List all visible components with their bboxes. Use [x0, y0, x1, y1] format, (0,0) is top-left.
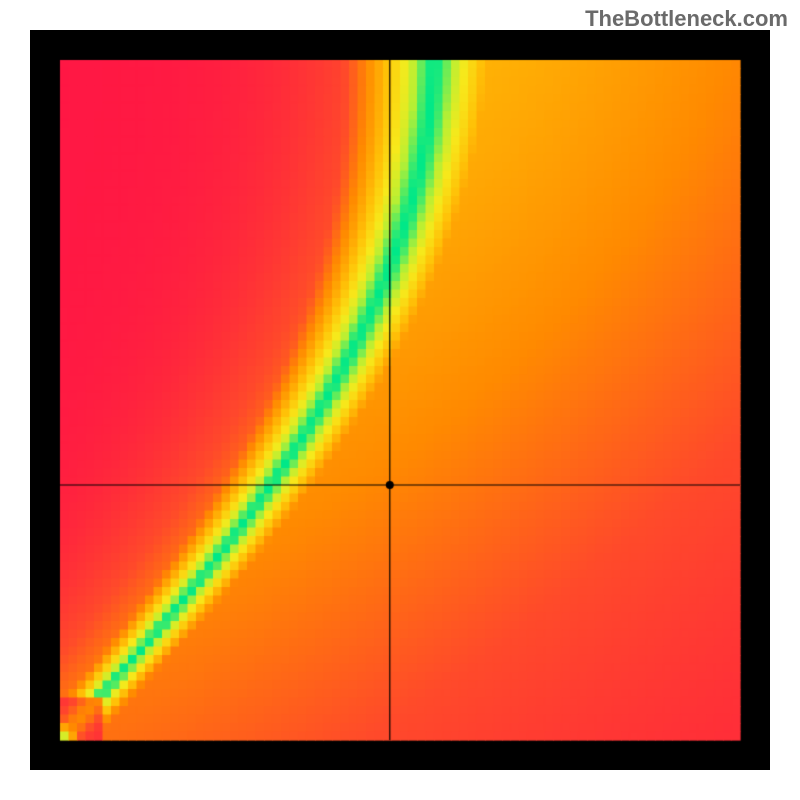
chart-container: TheBottleneck.com	[0, 0, 800, 800]
chart-frame	[30, 30, 770, 770]
attribution-text: TheBottleneck.com	[585, 6, 788, 32]
heatmap-canvas	[30, 30, 770, 770]
